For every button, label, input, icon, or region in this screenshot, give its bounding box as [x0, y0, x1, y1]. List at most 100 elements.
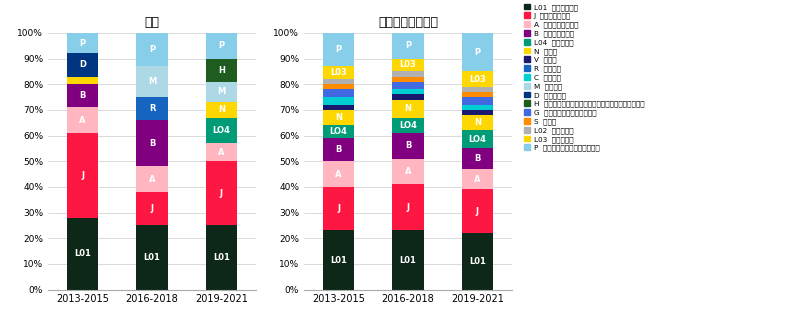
Bar — [67, 107, 98, 133]
Bar — [462, 87, 493, 92]
Bar — [206, 59, 237, 82]
Bar — [393, 71, 424, 77]
Bar — [206, 143, 237, 161]
Bar — [136, 192, 167, 225]
Bar — [136, 33, 167, 66]
Bar — [462, 130, 493, 148]
Text: P: P — [405, 41, 411, 50]
Text: N: N — [474, 118, 481, 127]
Text: LO4: LO4 — [212, 126, 230, 135]
Text: A: A — [79, 116, 86, 125]
Text: H: H — [218, 65, 225, 75]
Text: J: J — [476, 207, 479, 216]
Bar — [462, 148, 493, 169]
Bar — [393, 100, 424, 117]
Bar — [323, 33, 354, 66]
Legend: L01  抗悪性腫瑞薬, J  全身用抗感染薬, A  消化管と代謝作用, B  血液と造血器官, L04  免疫抑制薬, N  神経系, V  その他, R : L01 抗悪性腫瑞薬, J 全身用抗感染薬, A 消化管と代謝作用, B 血液と… — [524, 4, 644, 151]
Bar — [67, 218, 98, 290]
Bar — [136, 166, 167, 192]
Bar — [323, 161, 354, 187]
Text: L01: L01 — [330, 256, 347, 265]
Text: L01: L01 — [143, 253, 161, 262]
Bar — [393, 231, 424, 290]
Bar — [462, 92, 493, 97]
Bar — [206, 117, 237, 143]
Bar — [462, 33, 493, 71]
Bar — [67, 133, 98, 218]
Bar — [206, 102, 237, 117]
Bar — [393, 159, 424, 184]
Text: N: N — [218, 105, 225, 114]
Text: R: R — [149, 104, 155, 113]
Bar — [462, 233, 493, 290]
Bar — [206, 33, 237, 59]
Text: L01: L01 — [469, 257, 486, 266]
Text: L01: L01 — [213, 253, 230, 262]
Bar — [323, 66, 354, 79]
Bar — [323, 105, 354, 110]
Bar — [206, 225, 237, 290]
Text: B: B — [149, 139, 155, 148]
Bar — [393, 59, 424, 71]
Title: グローバル承認品: グローバル承認品 — [378, 16, 438, 29]
Bar — [393, 89, 424, 94]
Bar — [206, 161, 237, 225]
Text: M: M — [218, 88, 226, 96]
Text: A: A — [474, 175, 481, 184]
Bar — [323, 231, 354, 290]
Bar — [462, 115, 493, 130]
Text: B: B — [474, 154, 481, 163]
Bar — [67, 53, 98, 77]
Bar — [206, 82, 237, 102]
Title: 日本: 日本 — [145, 16, 159, 29]
Bar — [323, 187, 354, 231]
Text: J: J — [220, 189, 223, 198]
Bar — [462, 71, 493, 87]
Text: D: D — [79, 61, 86, 69]
Text: J: J — [150, 204, 154, 213]
Text: A: A — [149, 175, 155, 184]
Text: L01: L01 — [399, 256, 417, 265]
Bar — [67, 77, 98, 84]
Text: B: B — [79, 91, 86, 100]
Text: P: P — [149, 45, 155, 54]
Text: M: M — [148, 77, 156, 86]
Bar — [67, 33, 98, 53]
Bar — [462, 169, 493, 190]
Text: J: J — [406, 203, 410, 212]
Bar — [136, 97, 167, 120]
Text: LO4: LO4 — [468, 135, 486, 144]
Bar — [323, 110, 354, 125]
Text: A: A — [405, 167, 411, 176]
Text: N: N — [335, 113, 342, 122]
Text: B: B — [335, 145, 342, 154]
Text: B: B — [405, 141, 411, 150]
Text: LO4: LO4 — [399, 121, 417, 130]
Text: J: J — [81, 171, 84, 180]
Text: L03: L03 — [400, 61, 416, 69]
Bar — [393, 133, 424, 159]
Text: P: P — [218, 41, 224, 50]
Bar — [323, 89, 354, 97]
Text: L03: L03 — [330, 68, 347, 77]
Text: P: P — [336, 45, 342, 54]
Bar — [393, 33, 424, 59]
Text: P: P — [80, 39, 86, 48]
Text: N: N — [405, 104, 411, 113]
Bar — [67, 84, 98, 107]
Text: A: A — [335, 169, 342, 179]
Bar — [136, 66, 167, 97]
Bar — [323, 79, 354, 84]
Text: P: P — [474, 48, 480, 57]
Bar — [393, 94, 424, 100]
Bar — [323, 125, 354, 138]
Bar — [393, 77, 424, 82]
Bar — [136, 225, 167, 290]
Bar — [323, 138, 354, 161]
Text: LO4: LO4 — [330, 127, 348, 136]
Bar — [462, 110, 493, 115]
Bar — [462, 190, 493, 233]
Bar — [462, 105, 493, 110]
Text: A: A — [218, 148, 225, 157]
Bar — [323, 97, 354, 105]
